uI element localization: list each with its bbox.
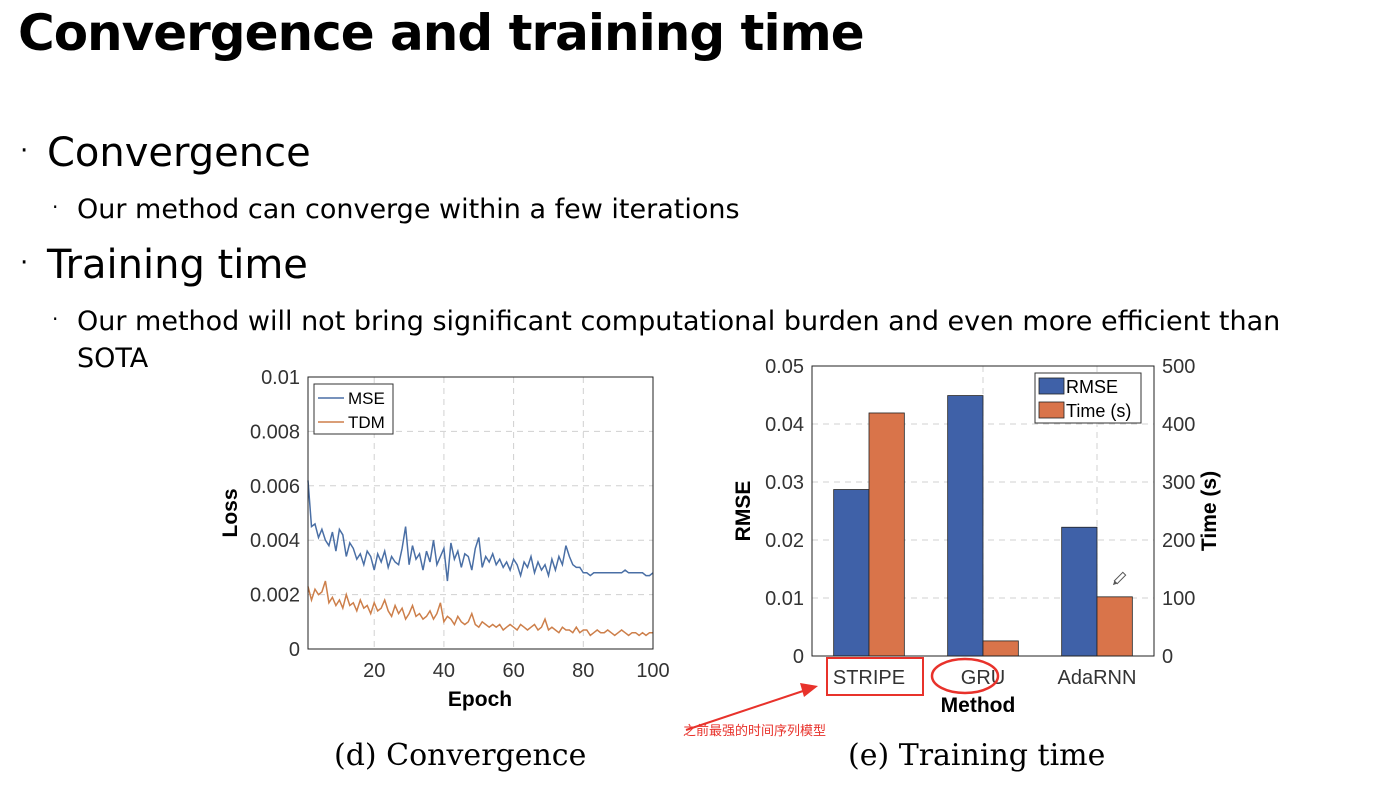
x-axis-label: Epoch bbox=[448, 688, 512, 711]
bar-gru-time bbox=[982, 640, 1019, 657]
y-axis-label-left: RMSE bbox=[732, 481, 755, 542]
y-tick-label-right: 400 bbox=[1162, 414, 1195, 436]
convergence-line-chart: 0 0.002 0.004 0.006 0.008 0.01 20 40 60 80 100 Lo… bbox=[219, 367, 670, 711]
y-tick-label: 0.01 bbox=[261, 367, 300, 389]
bar-adarnn-time bbox=[1096, 596, 1133, 657]
highlight-box-stripe bbox=[826, 657, 924, 696]
annotation-text: 之前最强的时间序列模型 bbox=[683, 724, 827, 739]
legend-label-rmse: RMSE bbox=[1066, 377, 1118, 397]
y-tick-label-left: 0.05 bbox=[765, 356, 804, 378]
sub-bullet-dot-icon: · bbox=[52, 307, 59, 331]
y-axis-label-right: Time (s) bbox=[1198, 471, 1221, 551]
annotation-arrow-head-icon bbox=[800, 683, 818, 697]
y-tick-label-right: 0 bbox=[1162, 646, 1173, 668]
bar-gru-rmse bbox=[947, 395, 984, 657]
caption-convergence: (d) Convergence bbox=[334, 738, 587, 773]
y-tick-label: 0.002 bbox=[250, 585, 300, 607]
legend-label-mse: MSE bbox=[348, 389, 385, 408]
pencil-icon bbox=[1112, 571, 1127, 586]
x-tick-label: AdaRNN bbox=[1058, 667, 1137, 689]
sub-bullet-training-time: Our method will not bring significant co… bbox=[77, 306, 1281, 337]
y-tick-label-left: 0.04 bbox=[765, 414, 804, 436]
legend: MSE TDM bbox=[313, 383, 394, 435]
y-tick-label: 0.008 bbox=[250, 421, 300, 443]
legend-label-tdm: TDM bbox=[348, 413, 385, 432]
x-tick-label: 80 bbox=[572, 660, 594, 682]
legend: RMSE Time (s) bbox=[1034, 372, 1142, 424]
bullet-convergence: Convergence bbox=[47, 130, 311, 176]
y-tick-label-left: 0 bbox=[793, 646, 804, 668]
y-tick-label-right: 200 bbox=[1162, 530, 1195, 552]
sub-bullet-training-time-cont: SOTA bbox=[77, 343, 149, 374]
y-tick-label: 0.004 bbox=[250, 530, 300, 552]
legend-label-time: Time (s) bbox=[1066, 401, 1131, 421]
y-tick-label: 0 bbox=[289, 639, 300, 661]
bullet-training-time: Training time bbox=[47, 242, 308, 288]
training-time-bar-chart: 0 0.01 0.02 0.03 0.04 0.05 0 100 200 300 400 500 S… bbox=[685, 356, 1221, 731]
bar-stripe-time bbox=[868, 412, 905, 657]
bullet-dot-icon: · bbox=[20, 248, 29, 278]
x-tick-label: STRIPE bbox=[833, 667, 905, 689]
sub-bullet-convergence: Our method can converge within a few ite… bbox=[77, 194, 740, 225]
x-tick-label: 100 bbox=[636, 660, 669, 682]
slide-title: Convergence and training time bbox=[18, 4, 865, 62]
y-axis-label: Loss bbox=[219, 488, 242, 537]
y-tick-label-right: 500 bbox=[1162, 356, 1195, 378]
bullet-dot-icon: · bbox=[20, 136, 29, 166]
y-tick-label-right: 300 bbox=[1162, 472, 1195, 494]
series-line-mse bbox=[307, 480, 654, 582]
y-tick-label-left: 0.03 bbox=[765, 472, 804, 494]
x-axis-label: Method bbox=[941, 694, 1016, 717]
y-tick-label-left: 0.01 bbox=[765, 588, 804, 610]
annotation-arrow-line bbox=[685, 689, 807, 731]
bar-stripe-rmse bbox=[833, 489, 870, 657]
caption-training-time: (e) Training time bbox=[848, 738, 1106, 773]
series-line-tdm bbox=[307, 580, 653, 637]
sub-bullet-dot-icon: · bbox=[52, 195, 59, 219]
bar-adarnn-rmse bbox=[1061, 526, 1098, 657]
x-tick-label: 20 bbox=[363, 660, 385, 682]
y-tick-label-left: 0.02 bbox=[765, 530, 804, 552]
y-tick-label-right: 100 bbox=[1162, 588, 1195, 610]
highlight-circle-gru bbox=[930, 657, 1000, 695]
plot-frame bbox=[307, 376, 654, 650]
x-tick-label: 40 bbox=[433, 660, 455, 682]
y-tick-label: 0.006 bbox=[250, 476, 300, 498]
x-tick-label: 60 bbox=[502, 660, 524, 682]
plot-frame bbox=[811, 365, 1155, 657]
